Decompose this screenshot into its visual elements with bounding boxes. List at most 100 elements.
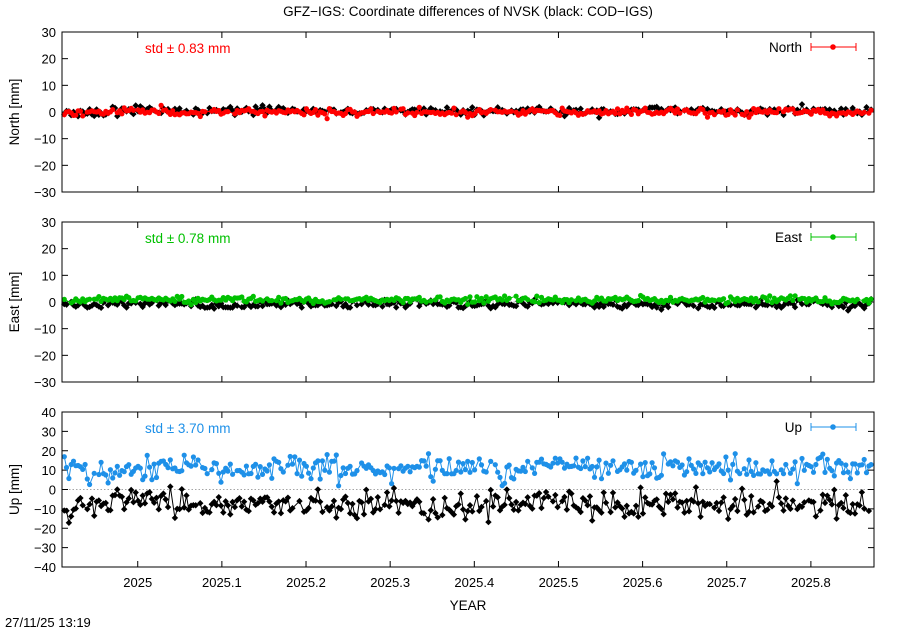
data-point [296,457,303,463]
data-point [416,104,422,110]
data-point [822,469,828,475]
data-point [637,484,644,491]
data-point [644,499,651,507]
data-point [833,515,840,522]
data-point [582,497,589,504]
data-point [598,476,605,482]
data-point [639,510,647,517]
data-point [529,465,535,471]
data-point [74,302,82,309]
data-point [517,501,524,508]
data-point [596,457,602,463]
y-tick-label: 0 [49,483,56,498]
data-point [164,503,172,511]
data-point [511,476,517,482]
series-gfz [61,451,874,489]
data-point [125,495,133,502]
data-point [716,461,722,467]
data-point [352,109,358,115]
data-point [508,108,515,114]
data-point [753,460,759,466]
data-point [441,494,448,502]
data-point [478,295,485,301]
data-point [704,105,711,113]
y-tick-label: −40 [34,560,56,575]
data-point [269,475,275,481]
data-point [605,470,612,476]
data-point [146,489,153,496]
data-point [653,304,660,311]
data-point [692,484,700,491]
data-point [218,479,224,485]
data-point [268,503,275,510]
x-tick-label: 2025.5 [539,575,579,590]
legend-marker [830,44,836,50]
data-point [497,474,503,480]
data-point [693,470,699,476]
data-point [582,464,588,470]
data-point [510,506,517,513]
y-tick-label: 30 [42,25,56,40]
data-point [600,105,607,113]
data-point [338,472,344,479]
data-point [670,463,676,469]
data-point [845,469,851,475]
panel-frame [61,221,875,383]
data-point [548,464,554,470]
data-point [489,503,497,510]
data-point [628,508,635,516]
data-point [506,295,512,301]
data-point [192,502,199,509]
data-point [633,467,639,473]
series-gfz [61,102,874,122]
data-point [337,505,345,513]
data-point [614,106,621,112]
data-point [502,293,508,299]
std-label: std ± 0.78 mm [145,231,230,246]
data-point [448,508,455,516]
data-point [769,458,775,464]
data-point [658,472,665,478]
data-point [270,509,278,516]
data-point [702,459,708,465]
data-point [181,452,187,458]
data-point [142,473,148,479]
legend-marker [830,234,836,240]
data-point [711,297,718,303]
data-point [451,105,457,111]
data-point [738,485,746,492]
data-point [725,111,731,118]
data-point [316,498,324,506]
data-point [630,510,637,517]
data-point [483,294,489,300]
data-point [178,485,186,493]
legend: North [769,40,857,55]
data-point [727,477,734,483]
y-tick-label: 0 [49,105,56,120]
data-point [80,466,86,472]
data-point [253,461,259,467]
data-point [91,300,98,308]
data-point [662,490,670,497]
data-point [462,467,468,473]
data-point [213,501,220,509]
data-point [346,304,354,311]
data-point [158,102,164,108]
data-point [552,491,559,499]
data-point [160,490,167,497]
data-point [837,105,845,112]
data-point [147,464,153,470]
data-point [353,302,361,309]
data-point [287,507,294,514]
data-point [216,470,222,476]
data-point [545,493,552,500]
data-point [358,499,365,506]
data-point [284,494,292,501]
data-point [685,301,693,308]
data-point [439,511,446,519]
data-point [229,498,236,506]
data-point [608,462,614,468]
data-point [837,499,845,507]
data-point [195,457,201,463]
data-point [690,302,697,310]
